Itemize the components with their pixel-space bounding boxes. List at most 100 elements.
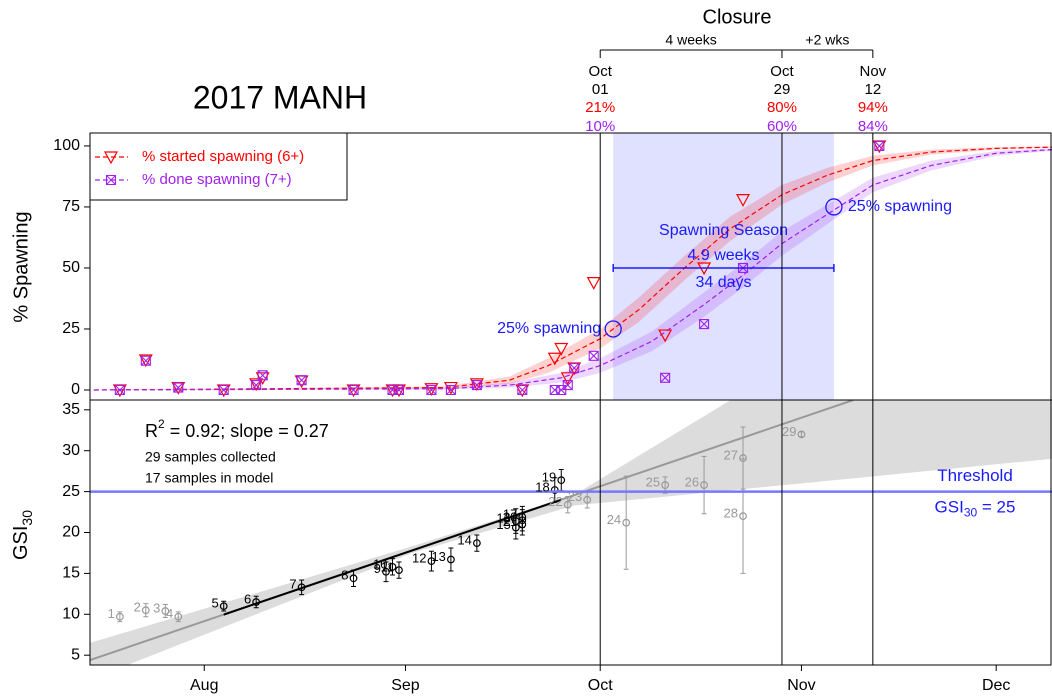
marker-triangle — [560, 372, 575, 386]
y-tick-label: 20 — [62, 524, 80, 541]
error-bar — [552, 477, 558, 503]
gsi-point-label: 14 — [457, 533, 471, 548]
closure-done: 60% — [767, 118, 797, 135]
closure-started: 94% — [858, 99, 888, 116]
onset-marker — [604, 320, 622, 338]
gsi-point — [622, 518, 631, 527]
gsi-point-label: 24 — [607, 512, 621, 527]
gsi-point-label: 21 — [503, 514, 517, 529]
marker-square — [517, 384, 528, 396]
gsi-point-label: 26 — [685, 474, 699, 489]
y-tick-label: 0 — [71, 381, 80, 398]
samples-collected: 29 samples collected — [145, 449, 276, 465]
marker-square — [445, 384, 456, 396]
gsi-point-label: 1 — [108, 606, 115, 621]
marker-square — [393, 384, 405, 396]
closure-period: 4 weeks — [665, 32, 716, 48]
error-bar — [428, 550, 434, 572]
plot-frame — [89, 132, 1052, 666]
error-bar — [701, 455, 707, 515]
gsi-point — [395, 566, 403, 575]
y-axis-label-main: GSI — [10, 526, 32, 560]
stats-r: R — [145, 421, 158, 441]
error-bar — [389, 558, 395, 576]
error-bar — [565, 496, 571, 514]
y-axis-label: GSI30 — [10, 510, 34, 560]
error-bar — [299, 579, 305, 596]
gsi-point-label: 28 — [724, 506, 738, 521]
y-axis-label-sub: 30 — [19, 510, 35, 526]
bottom-plot — [90, 400, 1052, 665]
gsi-point-label: 17 — [503, 506, 517, 521]
legend-label: % started spawning (6+) — [142, 148, 304, 165]
gsi-point-label: 25 — [646, 474, 660, 489]
gsi-point-label: 9 — [374, 561, 381, 576]
season-label: Spawning Season — [659, 222, 788, 239]
marker-triangle — [736, 194, 751, 207]
marker-triangle — [469, 378, 484, 392]
error-bar — [448, 547, 454, 572]
marker-triangle — [249, 378, 264, 392]
marker-square — [569, 362, 580, 374]
marker-square — [105, 174, 117, 186]
gsi-point — [518, 520, 527, 529]
gsi-point-label: 12 — [412, 551, 426, 566]
gsi-point — [219, 602, 228, 611]
error-bar — [143, 603, 149, 618]
closure-done: 84% — [858, 118, 888, 135]
gsi-point-label: 5 — [211, 596, 218, 611]
season-shade — [613, 133, 834, 400]
gsi-point — [661, 481, 670, 489]
y-tick-label: 75 — [62, 198, 80, 215]
threshold-text-suffix: = 25 — [977, 498, 1015, 517]
gsi-point — [447, 555, 455, 564]
y-tick-label: 25 — [62, 320, 80, 337]
x-tick-label: Oct — [588, 677, 613, 694]
gsi-point-label: 23 — [568, 489, 582, 504]
gsi-point-label: 27 — [724, 448, 738, 463]
gsi-point — [382, 567, 390, 576]
stats-sup: 2 — [158, 417, 165, 431]
stats-rest: = 0.92; slope = 0.27 — [165, 421, 329, 441]
marker-square — [114, 384, 125, 396]
top-plot — [93, 133, 1052, 400]
closure-period: +2 wks — [805, 32, 849, 48]
stats-text: R2 = 0.92; slope = 0.27 — [145, 417, 329, 441]
gsi-point-label: 18 — [535, 479, 549, 494]
marker-square — [140, 355, 151, 366]
marker-square — [426, 384, 437, 396]
error-bar — [396, 561, 402, 579]
gsi-point-label: 3 — [153, 600, 160, 615]
gsi-point — [349, 574, 358, 583]
season-weeks: 4.9 weeks — [688, 247, 760, 264]
closure-title: Closure — [703, 6, 772, 28]
marker-square — [660, 372, 671, 383]
gsi-point — [252, 598, 261, 606]
closure-month: Nov — [859, 63, 886, 80]
gsi-point-label: 20 — [503, 510, 517, 525]
y-tick-label: 10 — [62, 606, 80, 623]
threshold-text-main: GSI — [935, 498, 964, 517]
onset-marker — [825, 198, 843, 216]
fit-curve — [93, 146, 1052, 391]
threshold-text-sub: 30 — [964, 506, 978, 520]
x-tick-label: Nov — [787, 677, 815, 694]
gsi-point-label: 15 — [496, 517, 510, 532]
closure-month: Oct — [589, 63, 613, 80]
season-days: 34 days — [696, 274, 752, 291]
gsi-point-label: 16 — [496, 510, 510, 525]
legend-box — [89, 132, 348, 201]
gsi-point-label: 8 — [341, 568, 348, 583]
y-tick-label: 30 — [62, 442, 80, 459]
marker-square — [562, 380, 573, 391]
gsi-point — [739, 512, 747, 521]
gsi-point — [797, 430, 806, 439]
error-bar — [351, 569, 357, 587]
x-tick-label: Dec — [982, 677, 1010, 694]
samples-model: 17 samples in model — [145, 470, 273, 486]
marker-triangle — [658, 329, 673, 343]
gsi-point-label: 19 — [542, 470, 556, 485]
gsi-point-label: 7 — [289, 577, 296, 592]
onset-label: 25% spawning — [848, 198, 952, 215]
